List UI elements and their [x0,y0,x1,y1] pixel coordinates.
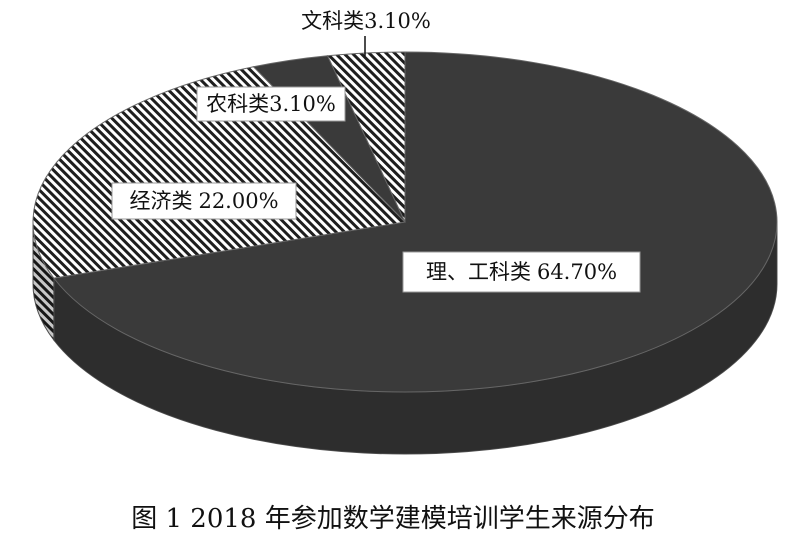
slice [326,51,406,223]
value-label: 22.00% [198,189,278,213]
category-label: 经济类 [129,189,192,213]
category-label: 理、工科类 [426,260,531,284]
data-label: 经济类 22.00% [129,189,278,213]
label-box [196,86,346,122]
category-label: 农科类 [206,92,269,116]
slice [32,66,407,279]
data-label: 理、工科类 64.70% [426,260,617,284]
data-label: 农科类3.10% [206,92,336,116]
data-label: 文科类3.10% [301,9,431,33]
label-box [402,251,641,293]
category-label: 文科类 [301,9,364,33]
value-label: 64.70% [537,260,617,284]
slice-side-shade [53,222,777,454]
value-label: 3.10% [269,92,336,116]
slice [52,51,778,393]
label-box [111,182,297,220]
pie-tops [32,51,778,393]
labels: 理、工科类 64.70%经济类 22.00%农科类3.10%文科类3.10% [111,9,641,293]
chart-title: 图 1 2018 年参加数学建模培训学生来源分布 [131,504,655,534]
value-label: 3.10% [364,9,431,33]
